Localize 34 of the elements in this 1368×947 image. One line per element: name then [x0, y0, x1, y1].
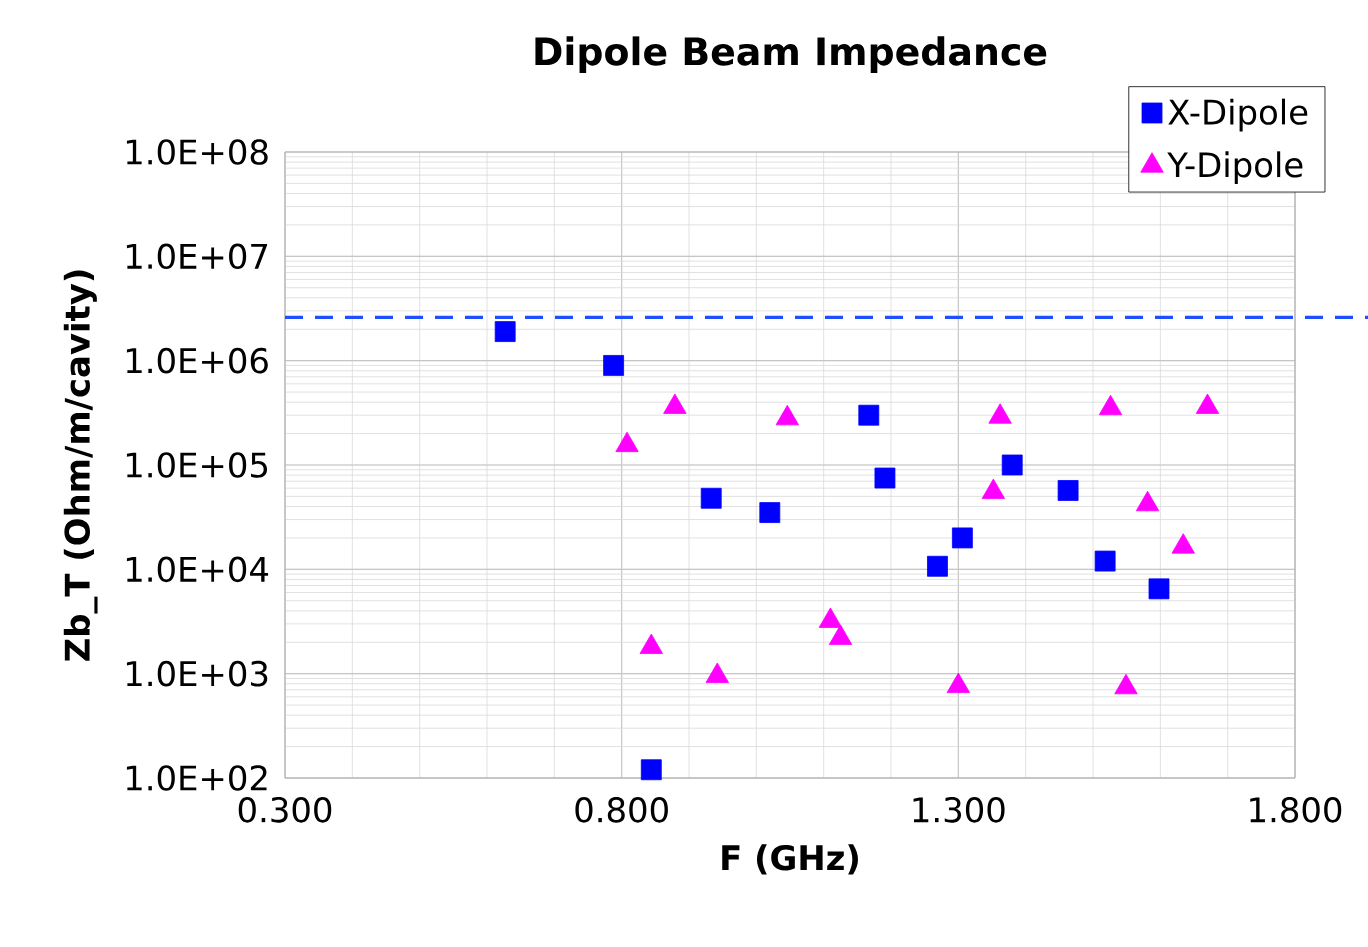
point	[927, 555, 948, 577]
x-tick-label: 1.300	[913, 797, 1005, 823]
x-tick-label: 1.800	[1250, 797, 1342, 823]
point	[951, 527, 973, 549]
point	[639, 633, 663, 654]
x-axis-title: F (GHz)	[722, 844, 858, 875]
point	[700, 487, 722, 509]
point	[874, 467, 896, 489]
chart-title: Dipole Beam Impedance	[535, 36, 1047, 73]
y-tick-label: 1.0E+07	[126, 243, 268, 270]
y-tick-label: 1.0E+02	[126, 765, 267, 791]
legend-label: Y-Dipole	[1167, 151, 1303, 185]
point	[858, 404, 880, 426]
y-axis-title: Zb_T (Ohm/m/cavity)	[63, 270, 98, 661]
x-tick-label: 0.800	[575, 797, 668, 823]
point	[494, 321, 516, 342]
point	[705, 662, 729, 683]
legend-label: X-Dipole	[1168, 98, 1308, 132]
y-tick-label: 1.0E+04	[126, 556, 269, 583]
point	[946, 672, 970, 693]
point	[1094, 550, 1116, 572]
point	[1171, 533, 1195, 554]
point	[759, 502, 781, 523]
point	[1057, 480, 1079, 501]
point	[828, 624, 853, 645]
point	[1001, 454, 1023, 476]
point	[1114, 673, 1138, 695]
x-tick-label: 0.300	[238, 797, 332, 823]
y-tick-label: 1.0E+06	[126, 347, 268, 374]
y-tick-label: 1.0E+03	[126, 660, 268, 687]
point	[818, 607, 843, 628]
y-tick-label: 1.0E+08	[126, 139, 268, 165]
y-tick-label: 1.0E+05	[126, 452, 267, 478]
point	[603, 355, 624, 376]
